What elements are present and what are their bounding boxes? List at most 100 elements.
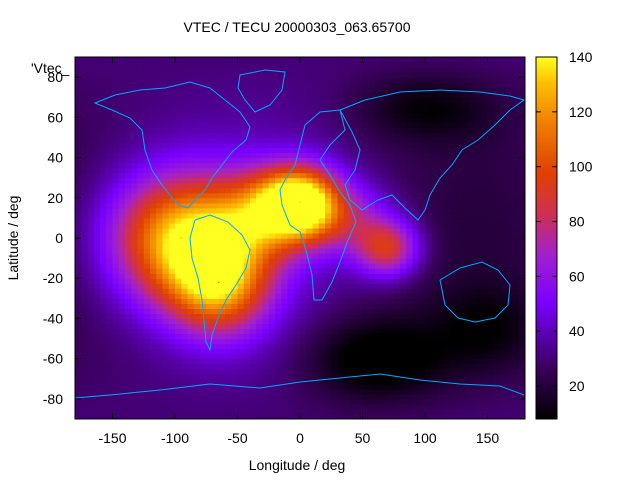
heatmap-cell (243, 248, 251, 254)
heatmap-cell (181, 293, 189, 299)
heatmap-cell (162, 67, 170, 73)
heatmap-cell (300, 72, 307, 78)
heatmap-cell (312, 92, 320, 98)
heatmap-cell (350, 207, 357, 214)
heatmap-cell (256, 383, 264, 390)
heatmap-cell (143, 192, 151, 199)
heatmap-cell (387, 318, 395, 325)
heatmap-cell (231, 112, 239, 118)
heatmap-cell (400, 97, 407, 103)
heatmap-cell (150, 97, 157, 103)
heatmap-cell (193, 358, 201, 365)
heatmap-cell (412, 207, 420, 214)
heatmap-cell (418, 388, 426, 395)
heatmap-cell (481, 157, 489, 164)
heatmap-cell (425, 157, 432, 164)
heatmap-cell (231, 172, 239, 179)
heatmap-cell (212, 162, 220, 169)
heatmap-cell (475, 398, 482, 405)
heatmap-cell (281, 348, 289, 355)
heatmap-cell (375, 348, 382, 355)
heatmap-cell (206, 112, 214, 118)
heatmap-cell (362, 182, 370, 189)
heatmap-cell (318, 388, 326, 395)
heatmap-cell (381, 253, 389, 259)
heatmap-cell (293, 177, 301, 184)
heatmap-cell (237, 393, 245, 400)
heatmap-cell (325, 278, 332, 284)
heatmap-cell (256, 167, 264, 174)
heatmap-cell (212, 398, 220, 405)
heatmap-cell (362, 293, 370, 299)
heatmap-cell (237, 202, 245, 209)
heatmap-cell (381, 62, 389, 68)
heatmap-cell (187, 182, 195, 189)
heatmap-cell (475, 122, 482, 128)
heatmap-cell (450, 222, 457, 229)
heatmap-cell (131, 197, 139, 204)
heatmap-cell (368, 398, 376, 405)
heatmap-cell (175, 408, 182, 415)
heatmap-cell (181, 318, 189, 325)
heatmap-cell (100, 92, 107, 98)
heatmap-cell (493, 87, 501, 93)
heatmap-cell (118, 243, 126, 249)
heatmap-cell (468, 197, 476, 204)
heatmap-cell (462, 77, 470, 83)
heatmap-cell (206, 182, 214, 189)
heatmap-cell (468, 182, 476, 189)
heatmap-cell (256, 192, 264, 199)
heatmap-cell (425, 117, 432, 123)
heatmap-cell (487, 378, 495, 385)
heatmap-cell (162, 343, 170, 350)
heatmap-cell (156, 288, 164, 294)
heatmap-cell (87, 122, 95, 128)
heatmap-cell (300, 328, 307, 335)
heatmap-cell (137, 238, 145, 244)
heatmap-cell (350, 202, 357, 209)
heatmap-cell (356, 248, 364, 254)
heatmap-cell (475, 338, 482, 345)
heatmap-cell (168, 263, 176, 269)
heatmap-cell (287, 293, 295, 299)
heatmap-cell (193, 67, 201, 73)
heatmap-cell (431, 298, 439, 304)
heatmap-cell (381, 258, 389, 264)
heatmap-cell (406, 403, 414, 410)
heatmap-cell (362, 217, 370, 224)
heatmap-cell (218, 197, 226, 204)
heatmap-cell (118, 348, 126, 355)
heatmap-cell (362, 288, 370, 294)
heatmap-cell (500, 77, 507, 83)
heatmap-cell (412, 212, 420, 219)
heatmap-cell (243, 283, 251, 289)
heatmap-cell (362, 82, 370, 88)
heatmap-cell (87, 187, 95, 194)
heatmap-cell (462, 232, 470, 239)
heatmap-cell (187, 202, 195, 209)
heatmap-cell (431, 102, 439, 108)
heatmap-cell (243, 112, 251, 118)
heatmap-cell (112, 87, 120, 93)
heatmap-cell (212, 333, 220, 340)
heatmap-cell (212, 288, 220, 294)
heatmap-cell (350, 298, 357, 304)
heatmap-cell (125, 403, 132, 410)
heatmap-cell (362, 263, 370, 269)
heatmap-cell (500, 167, 507, 174)
heatmap-cell (362, 393, 370, 400)
heatmap-cell (500, 127, 507, 134)
heatmap-cell (400, 348, 407, 355)
heatmap-cell (343, 383, 351, 390)
heatmap-cell (200, 258, 207, 264)
heatmap-cell (275, 378, 282, 385)
heatmap-cell (306, 298, 314, 304)
heatmap-cell (156, 348, 164, 355)
heatmap-cell (493, 162, 501, 169)
heatmap-cell (325, 273, 332, 279)
heatmap-cell (350, 182, 357, 189)
heatmap-cell (75, 207, 82, 214)
heatmap-cell (100, 343, 107, 350)
heatmap-cell (87, 348, 95, 355)
heatmap-cell (412, 278, 420, 284)
